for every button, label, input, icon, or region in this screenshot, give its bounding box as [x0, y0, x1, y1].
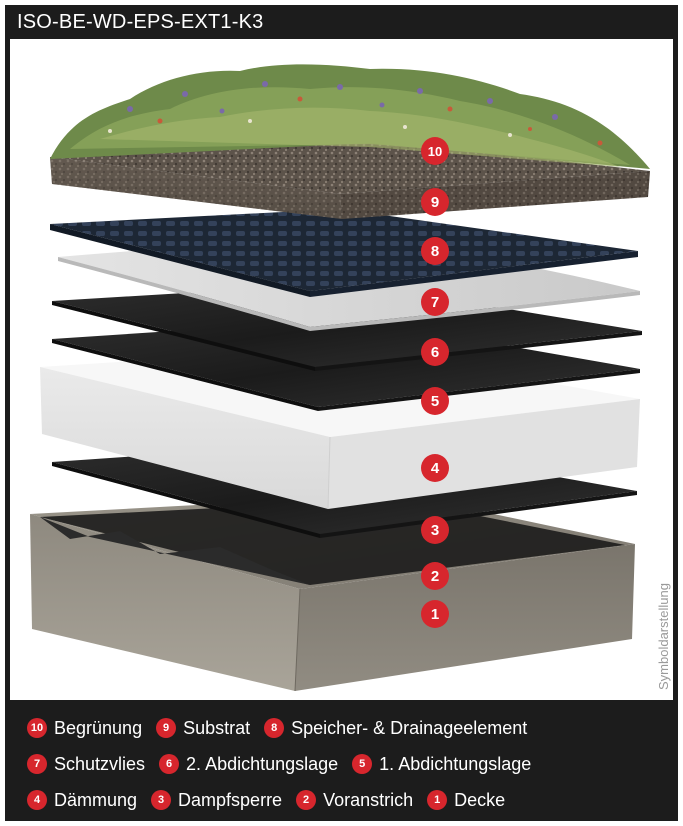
layer-badge-2: 2: [421, 562, 449, 590]
layer-badge-number: 3: [431, 522, 439, 539]
legend-label-10: Begrünung: [54, 717, 143, 738]
layer-badge-10: 10: [421, 137, 449, 165]
layer-badge-circle: [421, 338, 449, 366]
legend-label-5: 1. Abdichtungslage: [379, 753, 532, 774]
symbolic-illustration-note: Symboldarstellung: [656, 583, 671, 691]
layer-badge-3: 3: [421, 516, 449, 544]
substrate-layer: [50, 139, 650, 219]
badge-4: 4: [27, 790, 47, 810]
layer-badge-6: 6: [421, 338, 449, 366]
layer-badge-7: 7: [421, 288, 449, 316]
layer-badge-circle: [421, 137, 449, 165]
badge-7: 7: [27, 754, 47, 774]
layer-badge-circle: [421, 516, 449, 544]
layer-badge-number: 5: [431, 393, 439, 410]
badge-8: 8: [264, 718, 285, 738]
legend-label-7: Schutzvlies: [54, 753, 146, 774]
layer-badge-8: 8: [421, 237, 449, 265]
legend-label-4: Dämmung: [54, 789, 138, 810]
layer-badge-circle: [421, 237, 449, 265]
legend-label-1: Decke: [454, 789, 506, 810]
legend-item-4: 4 Dämmung: [27, 790, 137, 811]
badge-9: 9: [156, 718, 177, 738]
badge-10: 10: [27, 718, 47, 738]
legend-item-1: 1 Decke: [427, 790, 505, 811]
legend-item-8: 8 Speicher- & Drainageelement: [264, 718, 527, 739]
diagram-title: ISO-BE-WD-EPS-EXT1-K3: [17, 11, 264, 33]
layer-badge-circle: [421, 562, 449, 590]
layer-badge-circle: [421, 288, 449, 316]
diagram-frame: ISO-BE-WD-EPS-EXT1-K3: [5, 5, 678, 821]
layer-badge-circle: [421, 188, 449, 216]
legend-item-10: 10 Begrünung: [27, 718, 142, 739]
badge-1: 1: [427, 790, 448, 810]
badge-3: 3: [151, 790, 172, 810]
legend-row-1: 10 Begrünung 9 Substrat 8 Speicher- & Drain…: [27, 715, 541, 741]
legend-item-3: 3 Dampfsperre: [151, 790, 282, 811]
layer-badge-circle: [421, 387, 449, 415]
vegetation-layer: [50, 64, 650, 169]
layer-badge-circle: [421, 600, 449, 628]
layer-badge-number: 2: [431, 568, 439, 585]
layer-badge-number: 1: [431, 606, 439, 623]
legend-item-9: 9 Substrat: [156, 718, 250, 739]
legend-label-9: Substrat: [183, 717, 251, 738]
legend-item-5: 5 1. Abdichtungslage: [352, 754, 531, 775]
primer-coat: [40, 499, 625, 585]
legend-label-3: Dampfsperre: [178, 789, 283, 810]
legend-label-8: Speicher- & Drainageelement: [291, 717, 528, 738]
layer-badge-circle: [421, 454, 449, 482]
layer-badge-number: 9: [431, 194, 439, 211]
layer-badge-1: 1: [421, 600, 449, 628]
legend-label-6: 2. Abdichtungslage: [186, 753, 339, 774]
legend-row-2: 7 Schutzvlies 6 2. Abdichtungslage 5 1. Abd…: [27, 751, 545, 777]
badge-6: 6: [159, 754, 180, 774]
legend-item-6: 6 2. Abdichtungslage: [159, 754, 338, 775]
legend-item-7: 7 Schutzvlies: [27, 754, 145, 775]
layer-badge-4: 4: [421, 454, 449, 482]
layer-badge-number: 10: [428, 144, 442, 159]
drainage-element: [50, 209, 638, 297]
legend-item-2: 2 Voranstrich: [296, 790, 413, 811]
legend: 10 Begrünung 9 Substrat 8 Speicher- & Drain…: [5, 705, 678, 821]
legend-label-2: Voranstrich: [323, 789, 414, 810]
layer-badge-5: 5: [421, 387, 449, 415]
legend-row-3: 4 Dämmung 3 Dampfsperre 2 Voranstrich 1 Deck…: [27, 787, 519, 813]
layer-badge-number: 8: [431, 243, 439, 260]
layer-illustration: 10 9 8 7 6 5 4 3 2 1 Symboldarstellung: [10, 39, 673, 700]
layer-badge-number: 7: [431, 294, 439, 311]
badge-2: 2: [296, 790, 317, 810]
layer-badge-number: 6: [431, 344, 439, 361]
layer-badge-9: 9: [421, 188, 449, 216]
layer-badge-number: 4: [431, 460, 440, 477]
badge-5: 5: [352, 754, 373, 774]
